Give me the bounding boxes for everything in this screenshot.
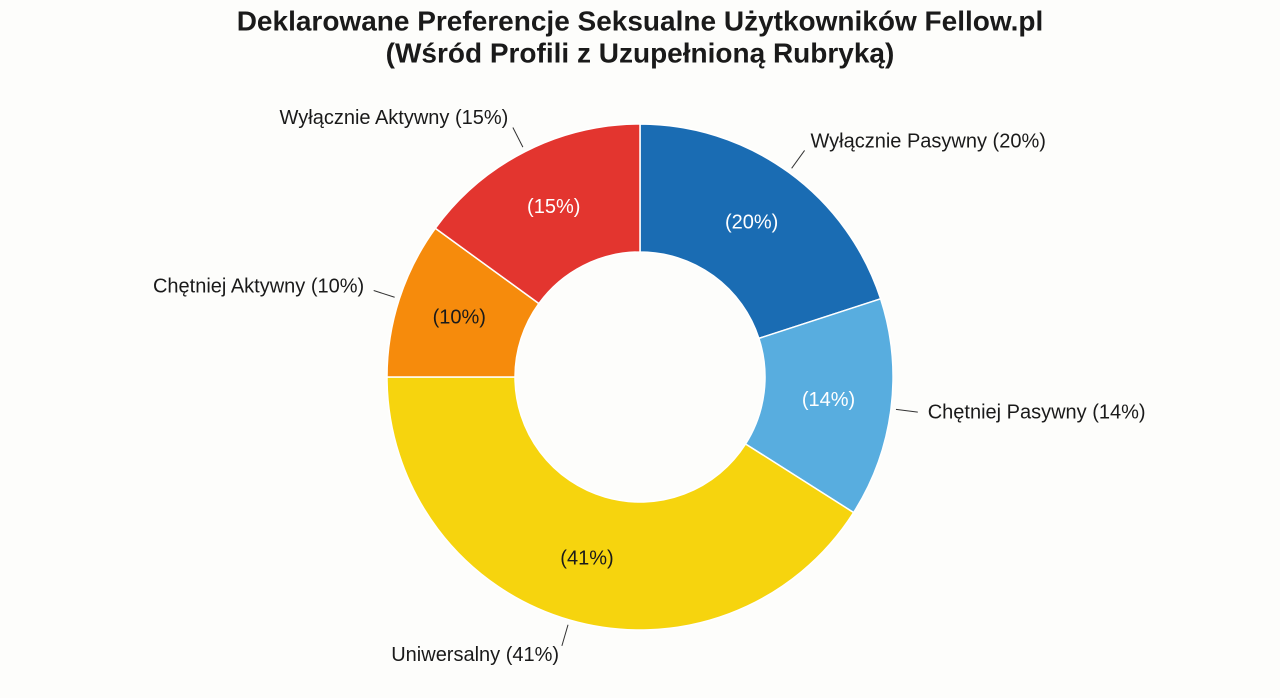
leader-line [512,127,524,148]
chart-subtitle: (Wśród Profili z Uzupełnioną Rubryką) [386,37,895,68]
slice [744,297,894,514]
slice-value-label: (15%) [527,196,580,218]
slice [386,376,855,631]
slice-label: Wyłącznie Pasywny (20%) [810,131,1045,153]
slice-value-label: (14%) [802,389,855,411]
slice-label: Chętniej Aktywny (10%) [153,276,364,298]
slice [639,123,882,340]
leader-line [561,624,569,647]
slice-value-label: (41%) [560,548,613,570]
leader-line [895,408,918,413]
chart-title: Deklarowane Preferencje Seksualne Użytko… [237,5,1044,36]
leader-line [791,150,805,169]
slice-label: Uniwersalny (41%) [391,644,559,666]
slice-label: Wyłącznie Aktywny (15%) [280,107,509,129]
slice [434,123,641,305]
slice-label: Chętniej Pasywny (14%) [928,402,1146,424]
slice-value-label: (10%) [433,307,486,329]
slice-value-label: (20%) [725,212,778,234]
leader-line [373,289,395,298]
